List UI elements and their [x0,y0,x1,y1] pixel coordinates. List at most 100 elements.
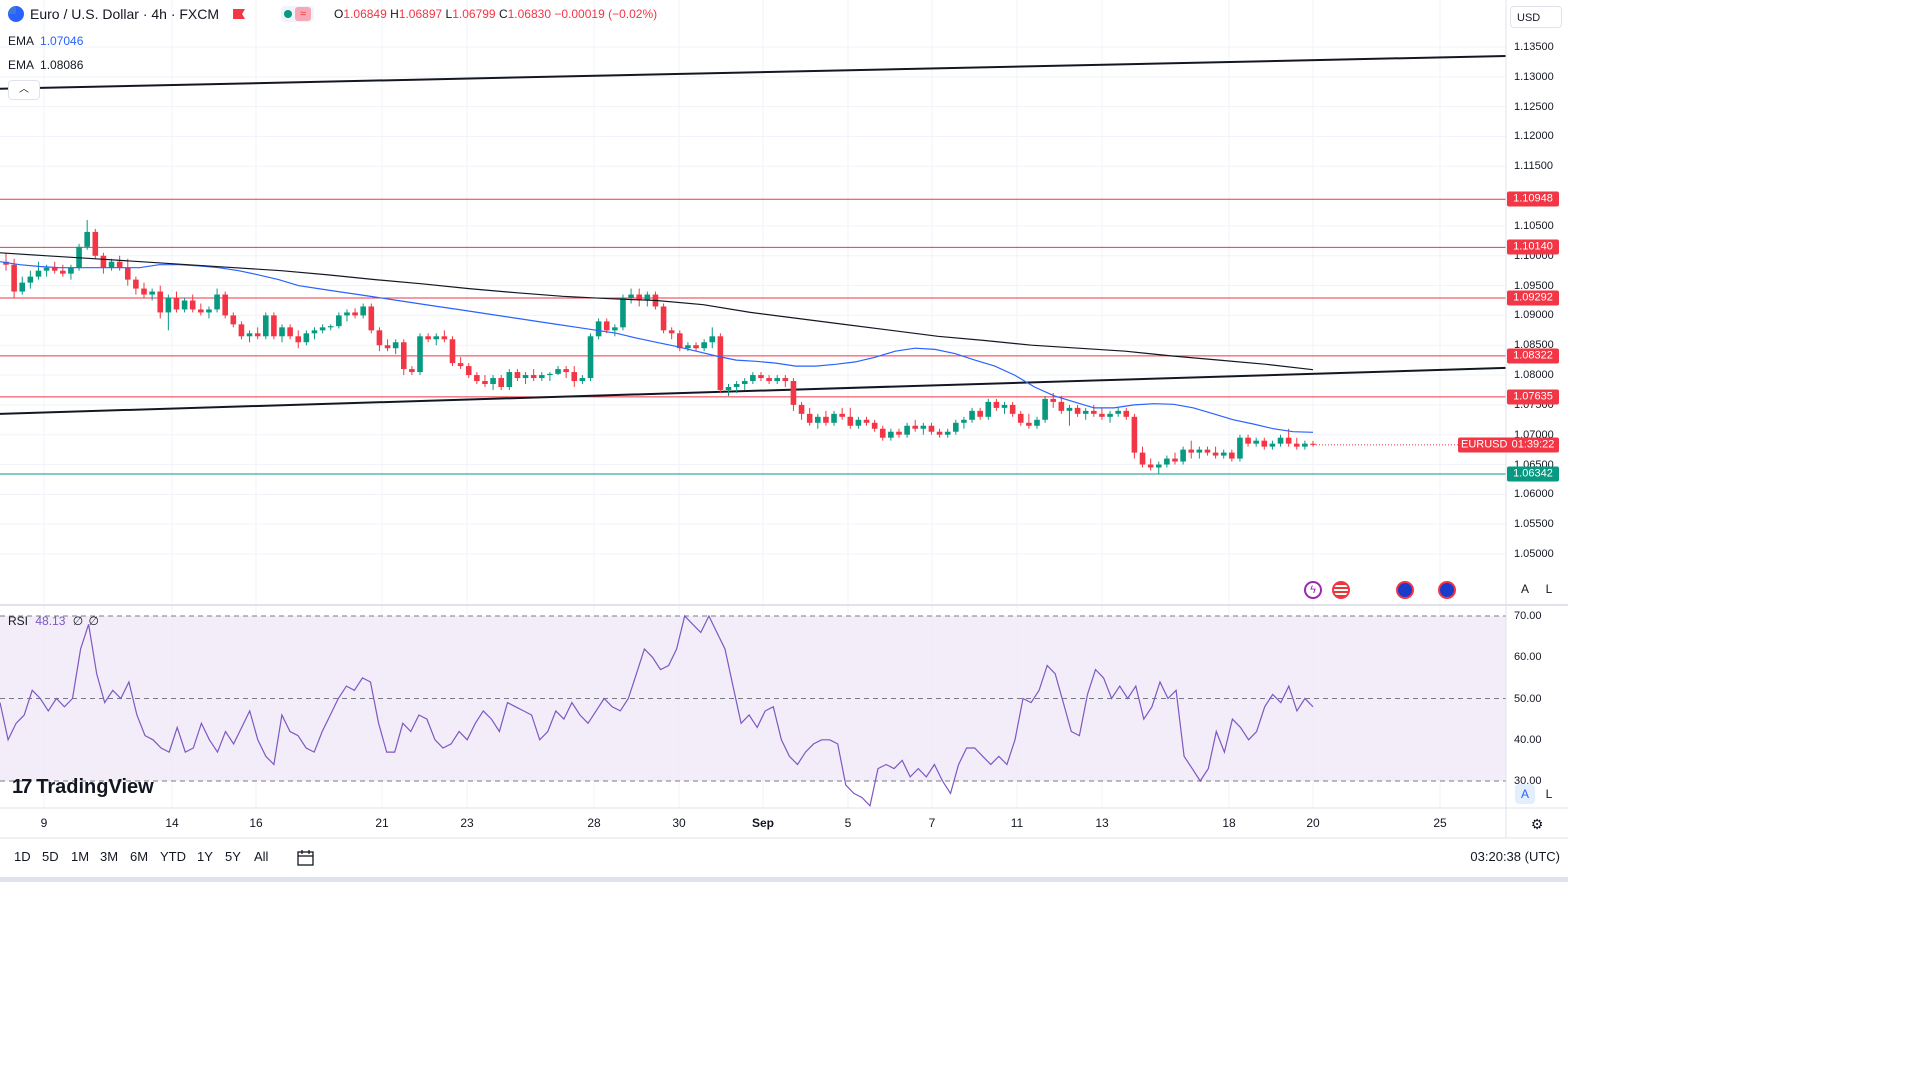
level-tag: 1.08322 [1507,348,1559,364]
candle [400,339,407,376]
candle [352,308,358,319]
time-tick: 16 [249,816,263,830]
collapse-legend-button[interactable]: ︿ [8,80,40,100]
trendline[interactable] [0,366,1507,415]
candle [303,330,310,346]
candle [1204,446,1211,456]
log-scale-button-rsi[interactable]: L [1545,787,1553,801]
range-button-all[interactable]: All [254,849,269,864]
tradingview-watermark[interactable]: 17 TradingView [12,776,154,798]
candle [230,312,237,328]
candle [1107,410,1113,423]
candle [741,378,748,390]
candle [571,366,578,387]
flag-icon[interactable] [233,9,246,19]
candle [831,410,837,426]
price-tick: 1.09500 [1514,279,1554,292]
price-tick: 1.12500 [1514,100,1554,113]
trendline[interactable] [0,54,1507,90]
price-tick: 1.05000 [1514,548,1554,560]
market-status-pill[interactable]: ≈ [281,6,315,22]
candle [84,219,90,250]
auto-scale-button[interactable]: A [1520,582,1529,596]
range-button-5d[interactable]: 5D [42,849,59,864]
tradingview-logo-icon: 17 [12,776,32,798]
candle [522,372,529,385]
candle [936,428,943,438]
candle [847,407,854,429]
candle [782,375,789,387]
us-event-icon[interactable] [1332,581,1350,599]
candle [287,324,293,340]
range-button-1d[interactable]: 1D [14,849,31,864]
candle [392,339,399,355]
time-tick: 14 [165,816,179,830]
time-tick: 13 [1095,816,1109,830]
candle [1302,440,1308,450]
time-tick: 9 [40,816,48,830]
time-tick: 21 [375,816,389,830]
ema-legend-2[interactable]: EMA 1.08086 [8,58,84,72]
range-button-3m[interactable]: 3M [100,849,119,864]
candle [660,303,667,334]
candle [214,288,220,313]
candle [173,291,180,313]
candle [417,333,423,376]
eu-event-icon[interactable] [1396,581,1414,599]
candle [1001,401,1008,414]
candle [871,419,878,432]
range-button-1y[interactable]: 1Y [197,849,213,864]
rsi-legend[interactable]: RSI 48.13 ∅ ∅ [8,614,99,628]
lightning-event-icon[interactable]: ϟ [1304,581,1322,599]
candle [1099,407,1105,420]
candle [888,428,894,441]
candle [1220,449,1227,459]
candle [953,419,959,435]
candle [1017,410,1024,426]
candle [3,252,9,271]
candle [1212,446,1219,459]
symbol-title[interactable]: Euro / U.S. Dollar · 4h · FXCM [30,6,220,22]
eu-event-icon-2[interactable] [1438,581,1456,599]
candle [668,327,675,340]
candle [961,416,967,429]
candle [474,372,480,385]
market-open-icon [284,10,293,18]
trendlines[interactable] [0,54,1507,415]
calendar-icon[interactable] [296,849,316,867]
candle [368,303,375,334]
candle [60,264,66,277]
price-tick: 1.08000 [1514,369,1554,382]
candle [271,312,277,340]
candle [327,324,334,331]
candle [498,375,504,390]
utc-clock[interactable]: 03:20:38 (UTC) [1470,849,1560,864]
auto-scale-button-rsi[interactable]: A [1515,784,1535,804]
pane-separators [0,0,1568,839]
candle [733,381,740,393]
price-tick: 1.09000 [1514,309,1554,322]
price-tick: 1.06000 [1514,488,1554,501]
ema-legend-1[interactable]: EMA 1.07046 [8,34,84,48]
range-button-1m[interactable]: 1M [71,849,90,864]
candle [490,375,496,390]
range-button-ytd[interactable]: YTD [160,849,186,864]
candle [344,309,350,322]
candle [198,303,204,316]
log-scale-button[interactable]: L [1545,582,1553,596]
range-button-5y[interactable]: 5Y [225,849,241,864]
candle [482,375,488,387]
range-button-6m[interactable]: 6M [130,849,149,864]
candle [1074,404,1081,417]
candle [1164,455,1170,468]
settings-gear-icon[interactable]: ⚙ [1530,816,1544,832]
candle [530,369,537,382]
currency-selector[interactable]: USD [1510,6,1562,28]
level-tag: 1.10948 [1507,191,1559,207]
candle [1082,407,1089,420]
symbol-legend: Euro / U.S. Dollar · 4h · FXCM ≈ O1.0684… [8,6,657,22]
rsi-series [0,614,1314,808]
candle [587,333,594,382]
chart-canvas[interactable] [0,0,1568,882]
candle [823,410,829,426]
